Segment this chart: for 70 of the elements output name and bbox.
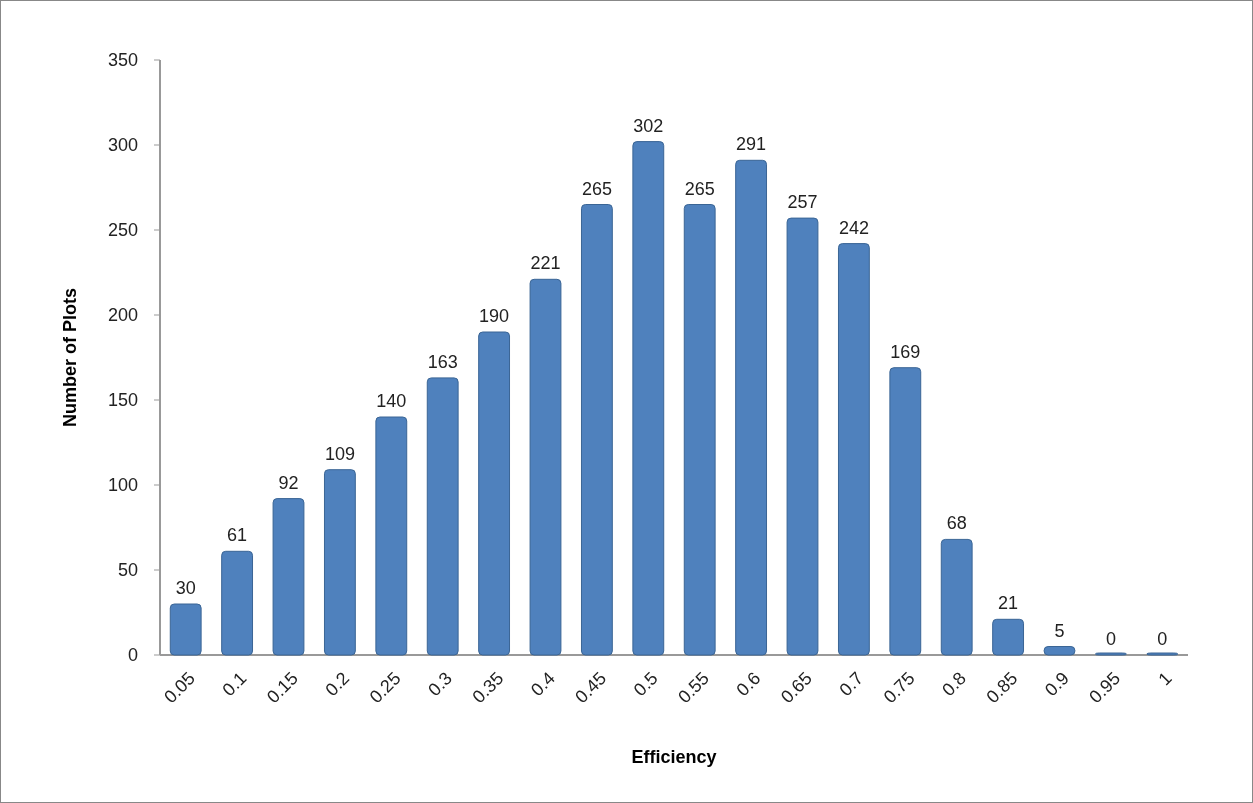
x-tick-label: 0.1 xyxy=(218,668,251,700)
x-tick-label: 0.7 xyxy=(835,668,868,700)
x-tick-label: 0.9 xyxy=(1040,668,1073,700)
bar xyxy=(889,367,922,656)
x-tick-label: 0.5 xyxy=(629,668,662,700)
data-label: 0 xyxy=(1105,629,1116,649)
x-axis-title: Efficiency xyxy=(631,747,717,767)
y-tick-label: 100 xyxy=(107,475,138,496)
data-label: 140 xyxy=(376,391,407,411)
x-tick-label: 0.15 xyxy=(262,668,302,708)
bar xyxy=(1094,652,1127,656)
bar xyxy=(375,416,408,656)
x-tick-label: 0.2 xyxy=(321,668,354,700)
data-label: 169 xyxy=(890,341,921,362)
bar xyxy=(683,204,716,656)
y-tick-label: 250 xyxy=(107,220,138,241)
data-label: 163 xyxy=(427,351,458,372)
bar xyxy=(1043,646,1076,656)
bar xyxy=(632,141,665,656)
data-label: 190 xyxy=(479,306,510,326)
data-label: 92 xyxy=(278,472,299,493)
data-label: 265 xyxy=(581,178,612,199)
bar xyxy=(735,159,768,656)
bar xyxy=(426,377,459,656)
data-label: 30 xyxy=(175,578,196,598)
data-label: 302 xyxy=(633,115,664,136)
y-tick-label: 350 xyxy=(107,50,138,71)
data-label: 242 xyxy=(838,217,869,238)
data-label: 21 xyxy=(998,593,1019,614)
bar xyxy=(580,204,613,656)
data-label: 0 xyxy=(1157,629,1168,649)
x-tick-label: 0.95 xyxy=(1085,668,1125,708)
x-tick-label: 0.8 xyxy=(938,668,970,700)
x-tick-label: 0.45 xyxy=(571,668,611,708)
x-tick-label: 0.4 xyxy=(526,668,559,700)
bar xyxy=(478,331,511,656)
x-tick-label: 0.05 xyxy=(160,668,199,708)
bar xyxy=(221,550,254,656)
y-tick-label: 300 xyxy=(107,135,138,156)
y-tick-label: 150 xyxy=(107,390,138,411)
x-tick-label: 1 xyxy=(1154,668,1176,690)
data-label: 5 xyxy=(1054,620,1065,641)
bar xyxy=(786,217,819,656)
x-tick-label: 0.75 xyxy=(879,668,919,708)
x-tick-label: 0.35 xyxy=(468,668,508,708)
y-tick-label: 0 xyxy=(127,645,138,666)
data-label: 291 xyxy=(736,134,767,155)
data-label: 61 xyxy=(227,525,248,546)
data-label: 257 xyxy=(787,192,818,213)
x-tick-label: 0.25 xyxy=(365,668,405,708)
bar xyxy=(992,618,1025,656)
bar xyxy=(837,243,870,656)
data-label: 221 xyxy=(530,253,561,274)
data-label: 109 xyxy=(324,443,355,464)
y-axis-title: Number of Plots xyxy=(60,287,80,428)
bar xyxy=(272,498,305,656)
bar xyxy=(940,538,973,656)
x-tick-label: 0.85 xyxy=(982,668,1022,708)
bar xyxy=(169,603,202,656)
x-tick-label: 0.6 xyxy=(732,668,765,700)
bar xyxy=(1146,652,1179,656)
y-tick-label: 200 xyxy=(107,305,138,326)
y-tick-label: 50 xyxy=(117,560,138,581)
x-tick-label: 0.55 xyxy=(674,668,713,708)
x-tick-label: 0.65 xyxy=(776,668,816,708)
x-tick-label: 0.3 xyxy=(424,668,456,700)
bar xyxy=(529,278,562,656)
data-label: 265 xyxy=(684,178,715,199)
data-label: 68 xyxy=(946,513,967,534)
bar xyxy=(323,469,356,656)
